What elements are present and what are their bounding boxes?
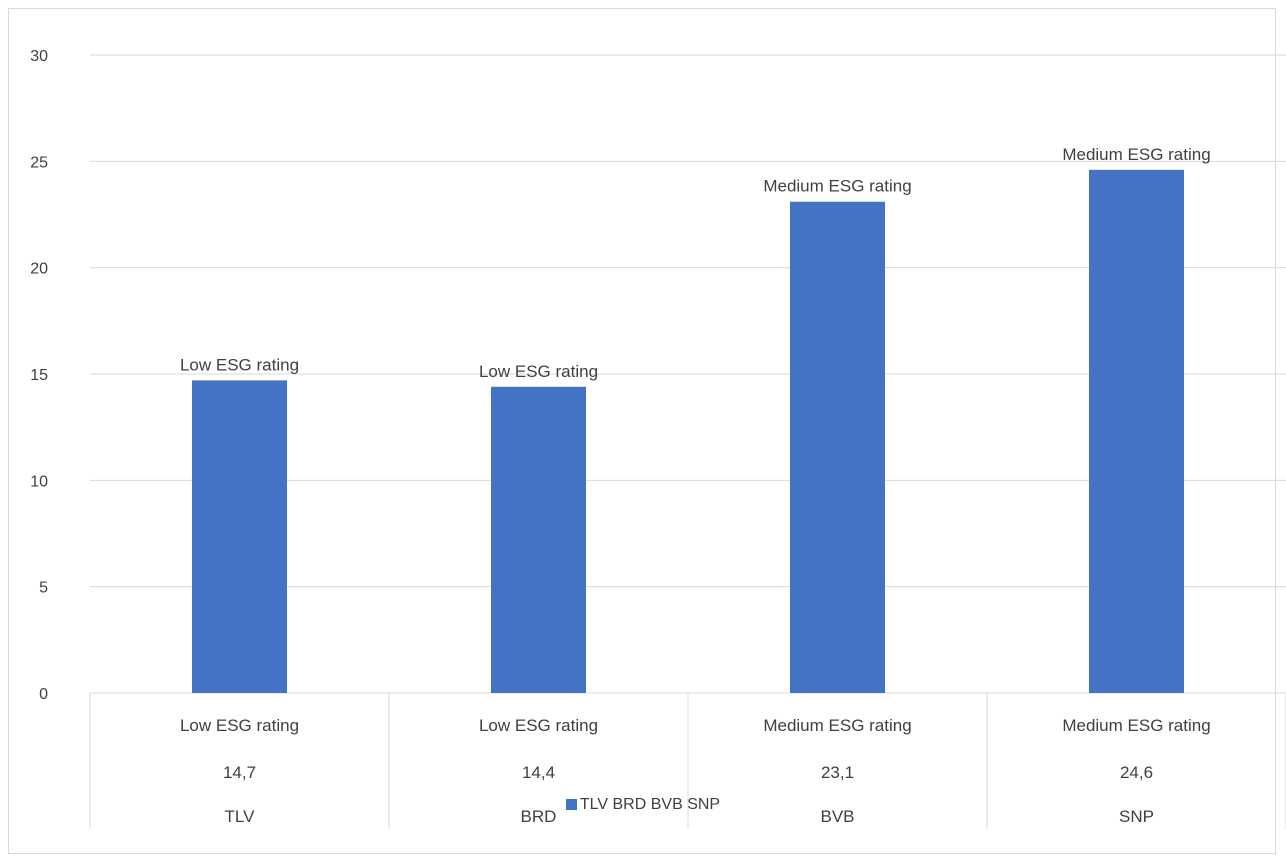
bar-brd [491,386,586,693]
y-tick-label: 25 [30,154,48,171]
y-axis-ticks: 0 5 10 15 20 25 30 [30,48,48,703]
table-value-label: 14,7 [223,763,256,782]
bar-snp [1089,169,1184,694]
table-value-label: 23,1 [821,763,854,782]
bar-data-label: Low ESG rating [180,355,299,374]
y-tick-label: 15 [30,367,48,384]
bar-bvb [790,201,885,694]
bar-tlv [192,380,287,693]
gridlines [90,54,1286,694]
bar-data-labels: Low ESG rating Low ESG rating Medium ESG r… [180,145,1211,381]
table-value-label: 24,6 [1120,763,1153,782]
bar-data-label: Low ESG rating [479,362,598,381]
bar-data-label: Medium ESG rating [763,177,911,196]
legend: TLV BRD BVB SNP [0,796,1286,814]
category-table: Low ESG rating 14,7 TLV Low ESG rating 14,4 B… [89,693,1286,829]
table-value-label: 14,4 [522,763,555,782]
y-tick-label: 20 [30,261,48,278]
y-tick-label: 10 [30,473,48,490]
bar-data-label: Medium ESG rating [1062,145,1210,164]
x-tick-label: BRD [521,807,557,826]
table-rating-label: Medium ESG rating [763,716,911,735]
x-tick-label: BVB [820,807,854,826]
legend-label: TLV BRD BVB SNP [579,796,721,813]
x-tick-label: TLV [225,807,256,826]
y-tick-label: 5 [39,580,48,597]
y-tick-label: 0 [39,686,48,703]
legend-swatch [565,799,577,810]
table-rating-label: Medium ESG rating [1062,716,1210,735]
x-tick-label: SNP [1119,807,1154,826]
chart-frame [8,8,1276,854]
bars [192,169,1184,694]
table-rating-label: Low ESG rating [180,716,299,735]
table-rating-label: Low ESG rating [479,716,598,735]
y-tick-label: 30 [30,48,48,65]
